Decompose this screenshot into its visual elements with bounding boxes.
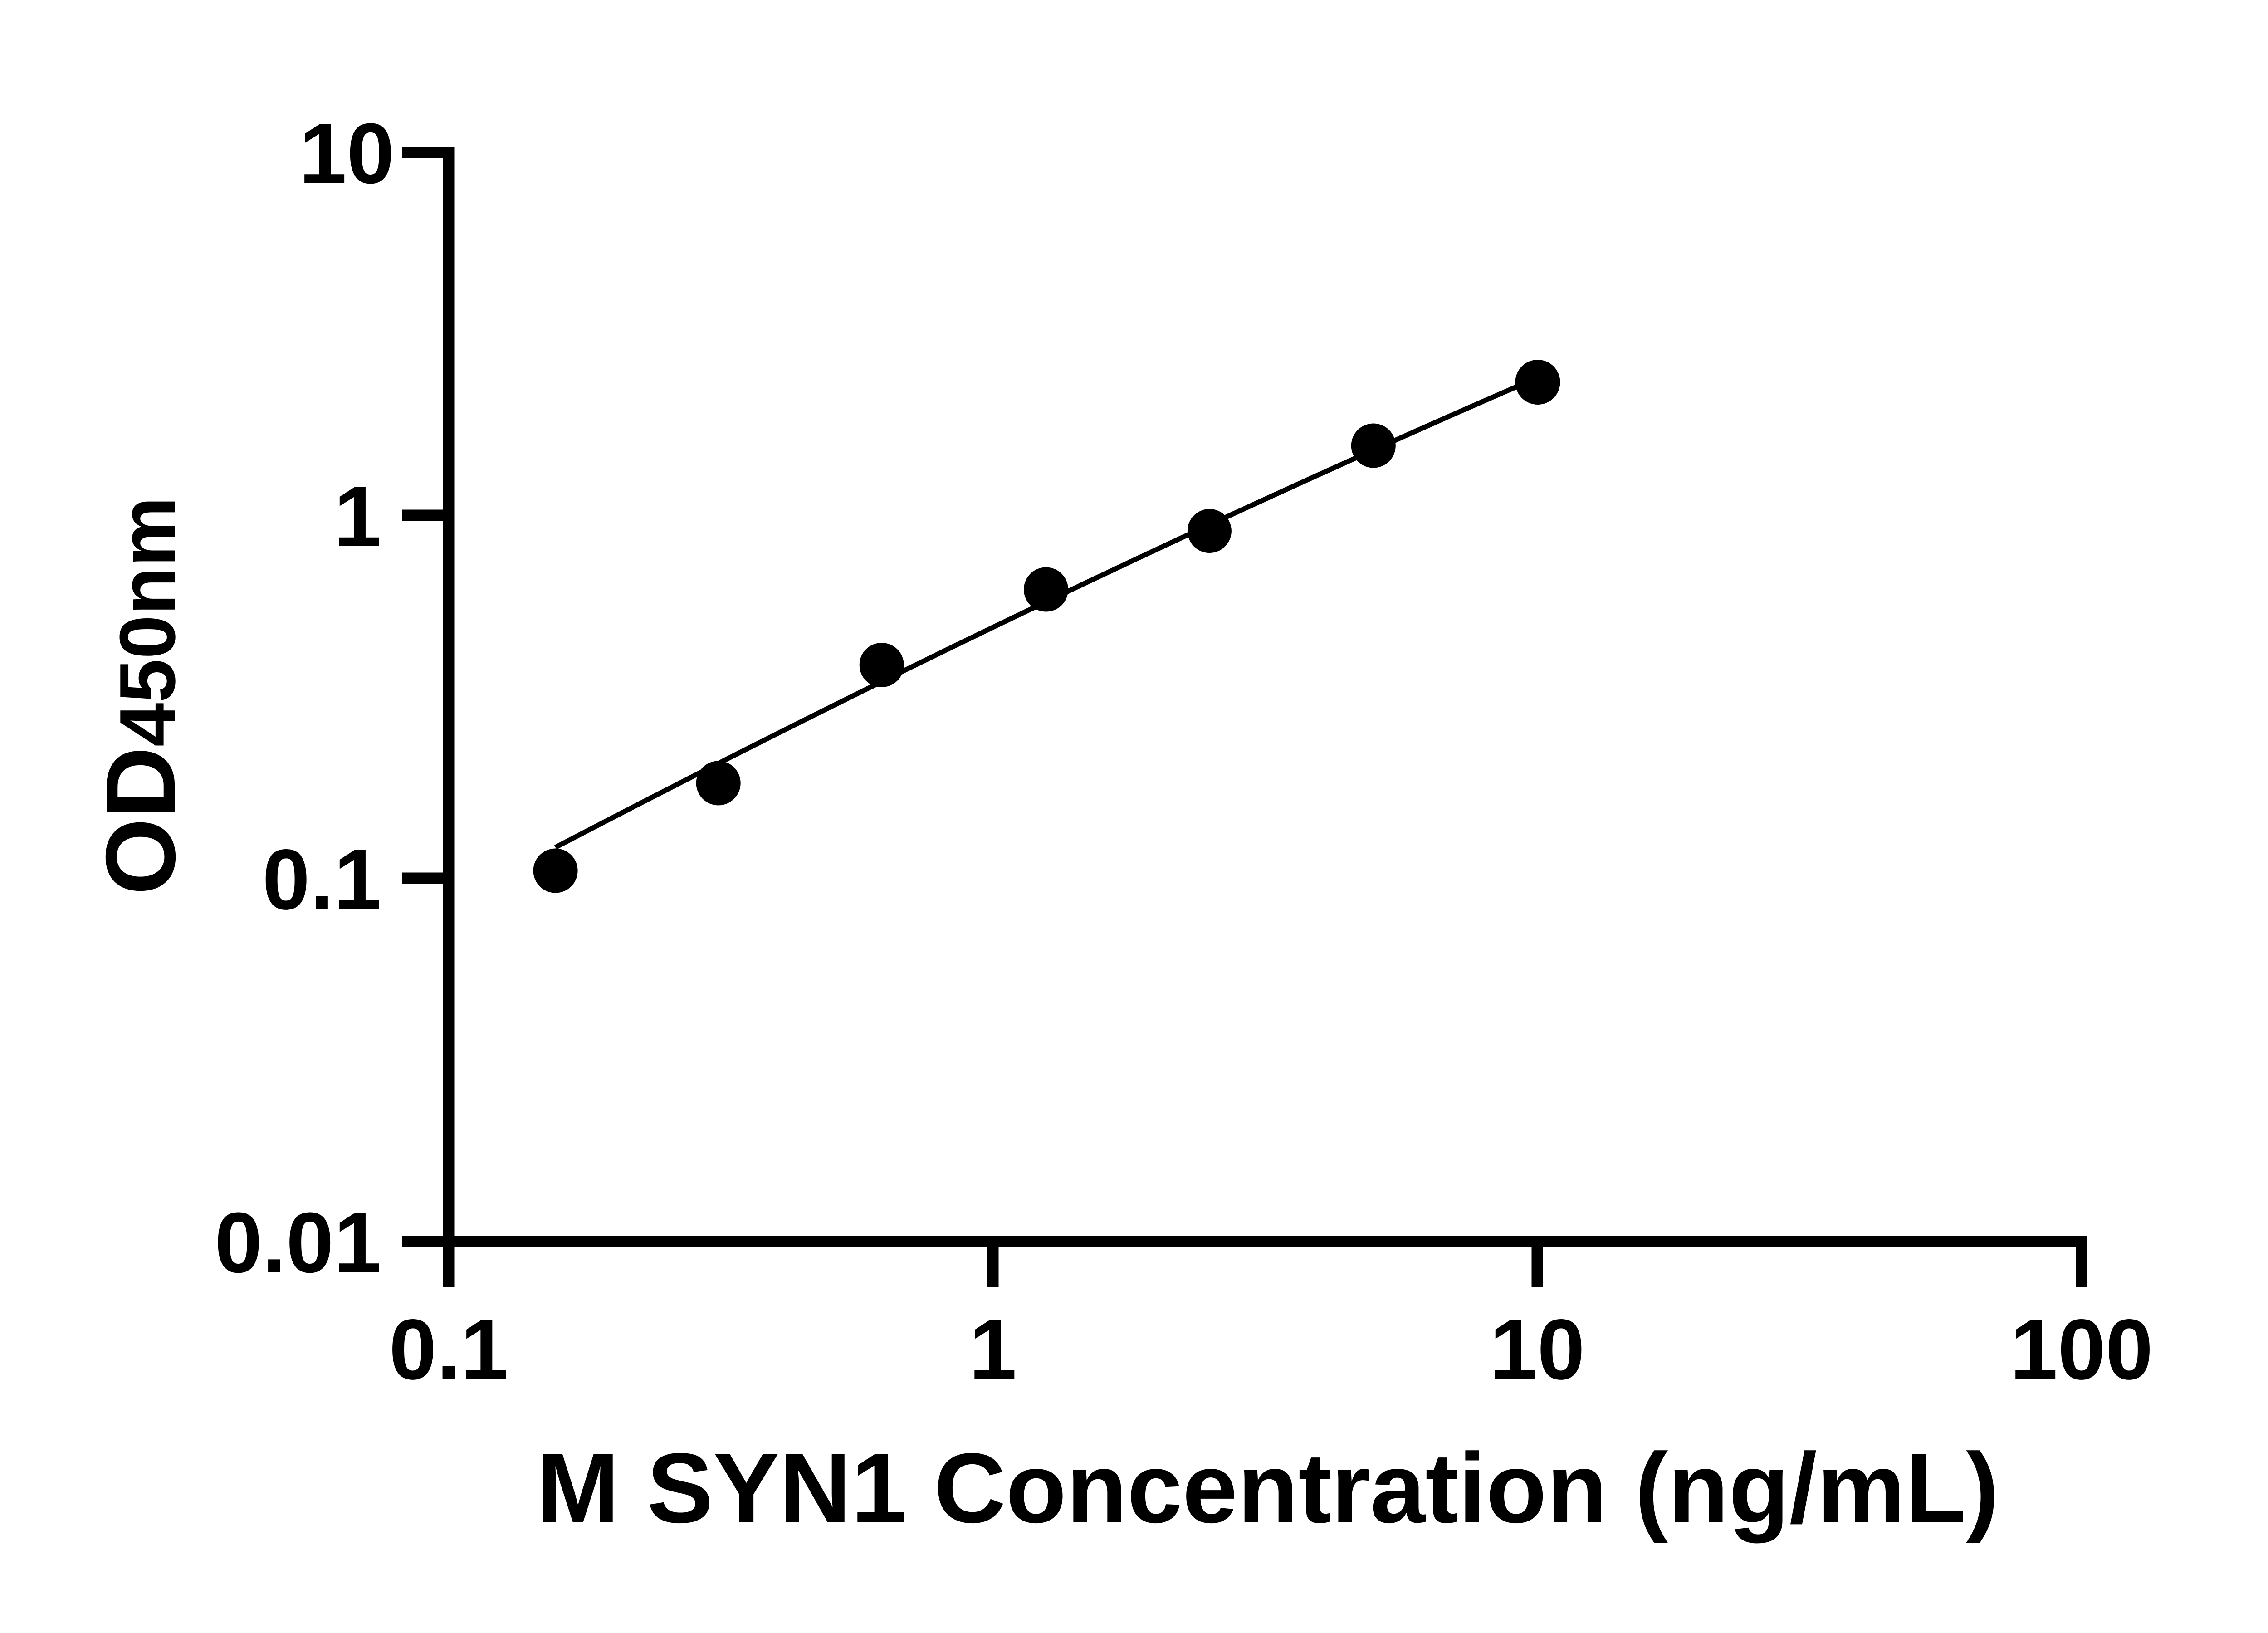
svg-text:0.1: 0.1: [262, 832, 381, 928]
svg-text:0.1: 0.1: [389, 1302, 508, 1398]
svg-text:OD450nm: OD450nm: [86, 497, 196, 895]
svg-text:10: 10: [1490, 1302, 1585, 1398]
svg-text:1: 1: [969, 1302, 1017, 1398]
svg-text:1: 1: [334, 469, 381, 565]
svg-text:M SYN1 Concentration (ng/mL): M SYN1 Concentration (ng/mL): [537, 1433, 1999, 1544]
svg-text:100: 100: [2010, 1302, 2153, 1398]
svg-text:10: 10: [299, 106, 394, 202]
svg-text:0.01: 0.01: [215, 1195, 381, 1291]
